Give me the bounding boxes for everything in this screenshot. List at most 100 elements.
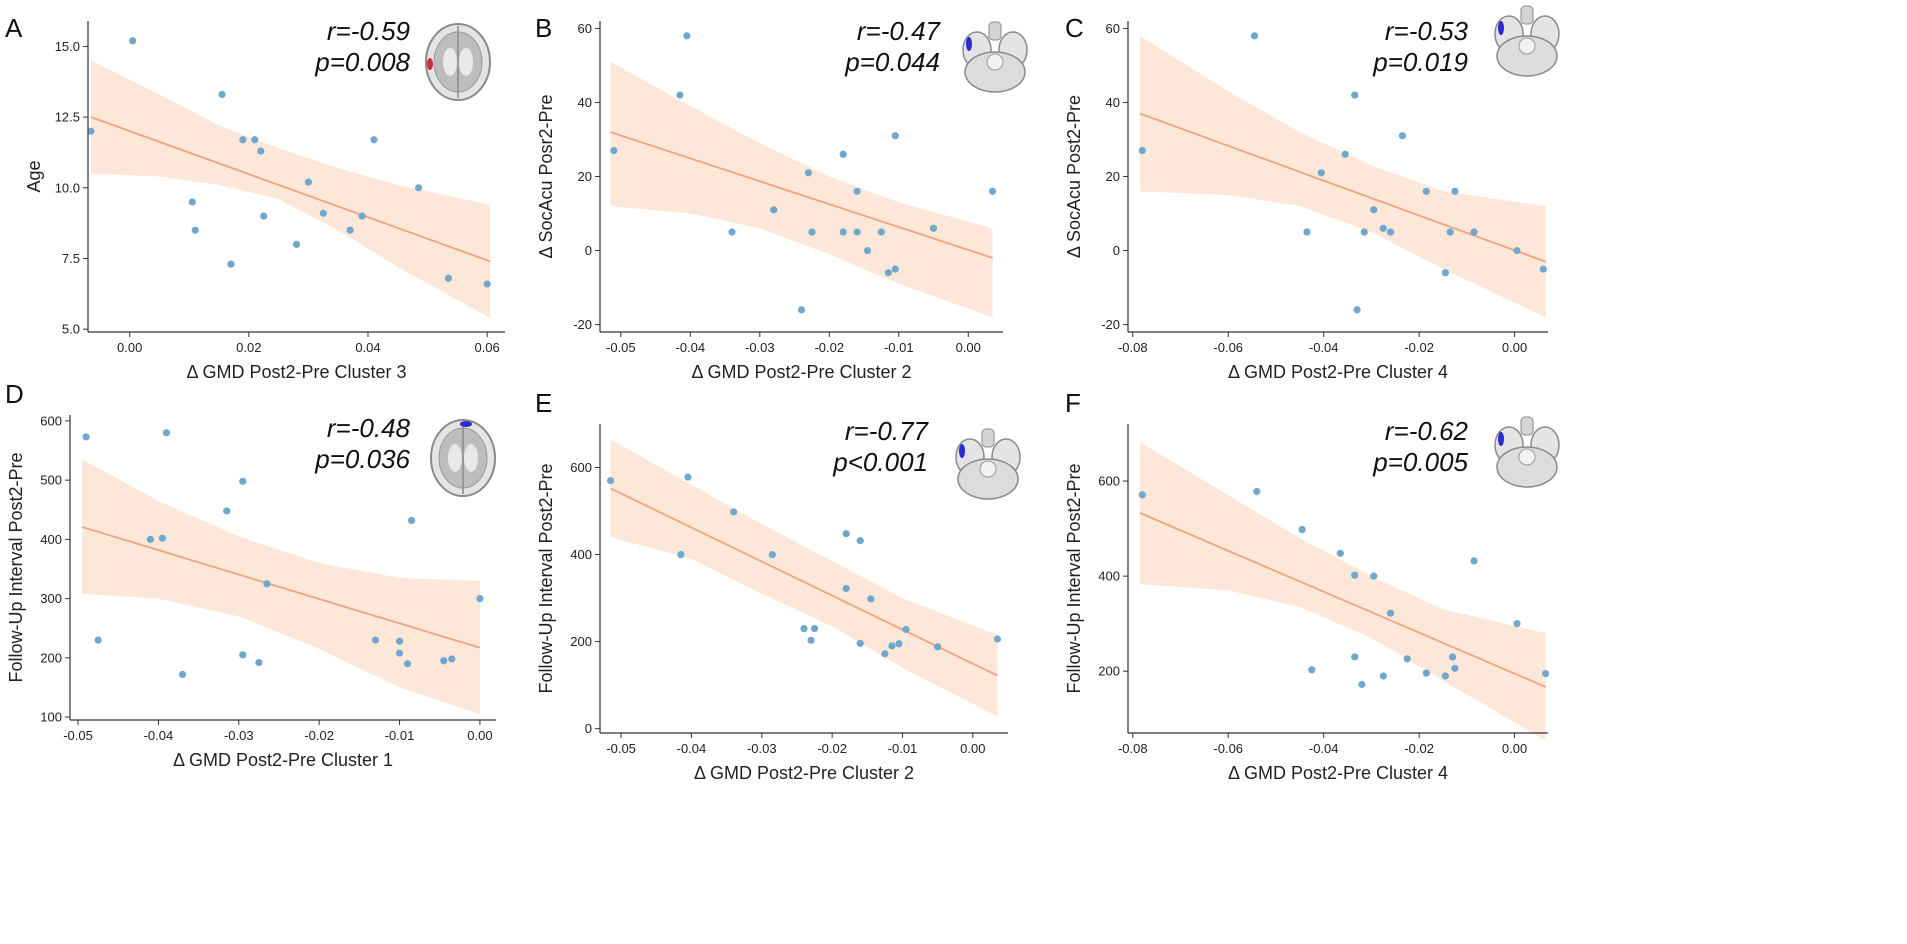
x-tick-label: -0.04: [677, 741, 707, 756]
data-point: [251, 136, 259, 144]
data-point: [260, 212, 268, 220]
data-point: [408, 516, 416, 525]
x-tick-label: -0.01: [884, 340, 914, 355]
x-tick-label: 0.02: [236, 340, 261, 355]
data-point: [884, 269, 892, 277]
data-point: [415, 184, 423, 192]
brain-thumbnail: [425, 23, 491, 101]
y-tick-label: 200: [40, 650, 62, 665]
stat-p: p=0.036: [314, 444, 410, 474]
data-point: [1379, 672, 1387, 680]
data-point: [1422, 669, 1430, 677]
data-point: [683, 32, 691, 40]
data-point: [902, 625, 910, 634]
brain-ventricle-right: [464, 444, 478, 472]
data-point: [476, 594, 484, 603]
panel-letter: D: [5, 379, 24, 409]
data-point: [1336, 549, 1344, 557]
y-tick-label: 500: [40, 473, 62, 488]
data-point: [1539, 265, 1547, 273]
x-tick-label: -0.01: [385, 728, 415, 743]
panel-f: -0.08 -0.06 -0.04 -0.02 0.00 200 400 600 Δ GMD P…: [1064, 388, 1560, 783]
data-point: [1360, 228, 1368, 236]
data-point: [1398, 132, 1407, 140]
brain-highlight: [966, 37, 972, 51]
data-point: [839, 150, 847, 158]
data-point: [440, 657, 448, 665]
brain-thumbnail: [962, 21, 1028, 93]
panel-c: -0.08 -0.06 -0.04 -0.02 0.00 -20 0 20 40 60 Δ GMD …: [1064, 5, 1560, 382]
brain-stem: [1518, 37, 1536, 55]
y-axis-label: Δ SocAcu Post2-Pre: [1064, 95, 1084, 258]
brain-stem: [986, 53, 1004, 71]
brain-ventricle-right: [459, 48, 473, 76]
y-tick-label: 60: [1106, 21, 1120, 36]
data-point: [218, 90, 226, 99]
x-tick-label: -0.04: [1309, 741, 1339, 756]
data-point: [730, 508, 738, 516]
data-point: [728, 228, 736, 236]
brain-frontal-stub: [981, 428, 995, 448]
data-point: [1351, 653, 1359, 661]
x-tick-label: -0.05: [606, 340, 636, 355]
y-axis-label: Follow-Up Interval Post2-Pre: [6, 452, 26, 682]
data-point: [676, 91, 684, 99]
y-tick-label: 40: [578, 95, 592, 110]
data-point: [1341, 150, 1349, 158]
confidence-band: [1139, 35, 1546, 318]
data-point: [842, 530, 850, 538]
data-point: [162, 429, 171, 437]
data-point: [1138, 146, 1146, 155]
regression-line: [610, 487, 998, 677]
x-tick-label: -0.02: [1404, 340, 1434, 355]
confidence-band: [610, 61, 993, 318]
x-tick-label: -0.04: [144, 728, 174, 743]
panel-d: -0.05 -0.04 -0.03 -0.02 -0.01 0.00 100 200 300 40…: [5, 379, 496, 770]
data-point: [770, 206, 778, 214]
data-point: [223, 507, 231, 515]
y-axis-label: Age: [24, 160, 44, 192]
data-point: [239, 651, 247, 659]
x-tick-label: -0.05: [63, 728, 93, 743]
y-axis-label: Δ SocAcu Posr2-Pre: [536, 94, 556, 258]
brain-ventricle-left: [448, 444, 462, 472]
data-point: [1470, 228, 1478, 236]
stat-p: p=0.005: [1372, 447, 1468, 477]
data-point: [839, 228, 847, 236]
data-point: [403, 660, 412, 668]
data-point: [191, 226, 199, 234]
y-tick-label: 60: [578, 21, 592, 36]
data-point: [808, 228, 816, 236]
stat-r: r=-0.47: [857, 16, 942, 46]
data-point: [358, 212, 366, 220]
x-tick-label: -0.04: [676, 340, 706, 355]
brain-frontal-stub: [988, 21, 1002, 41]
data-point: [292, 240, 301, 248]
stat-p: p=0.008: [314, 47, 410, 77]
x-axis-label: Δ GMD Post2-Pre Cluster 1: [173, 750, 393, 770]
x-tick-label: -0.02: [1404, 741, 1434, 756]
data-point: [1308, 666, 1316, 674]
x-tick-label: -0.03: [745, 340, 775, 355]
data-point: [1351, 571, 1359, 579]
data-point: [1358, 680, 1366, 689]
data-point: [1446, 228, 1454, 236]
x-tick-label: -0.02: [817, 741, 847, 756]
x-tick-label: -0.05: [606, 741, 636, 756]
brain-cerebellum: [964, 51, 1026, 93]
stat-r: r=-0.48: [327, 413, 411, 443]
y-tick-label: 200: [1098, 664, 1120, 679]
x-tick-label: -0.04: [1309, 340, 1339, 355]
regression-line: [1139, 112, 1546, 263]
panel-letter: F: [1065, 388, 1081, 418]
x-axis-label: Δ GMD Post2-Pre Cluster 4: [1228, 763, 1448, 783]
data-point: [1379, 224, 1387, 232]
data-point: [677, 550, 685, 559]
data-point: [891, 265, 899, 273]
y-tick-label: 0: [1113, 243, 1120, 258]
x-tick-label: 0.06: [474, 340, 499, 355]
y-tick-label: 600: [570, 460, 592, 475]
data-point: [934, 643, 942, 651]
data-point: [856, 639, 864, 647]
y-axis-label: Follow-Up Interval Post2-Pre: [536, 463, 556, 693]
